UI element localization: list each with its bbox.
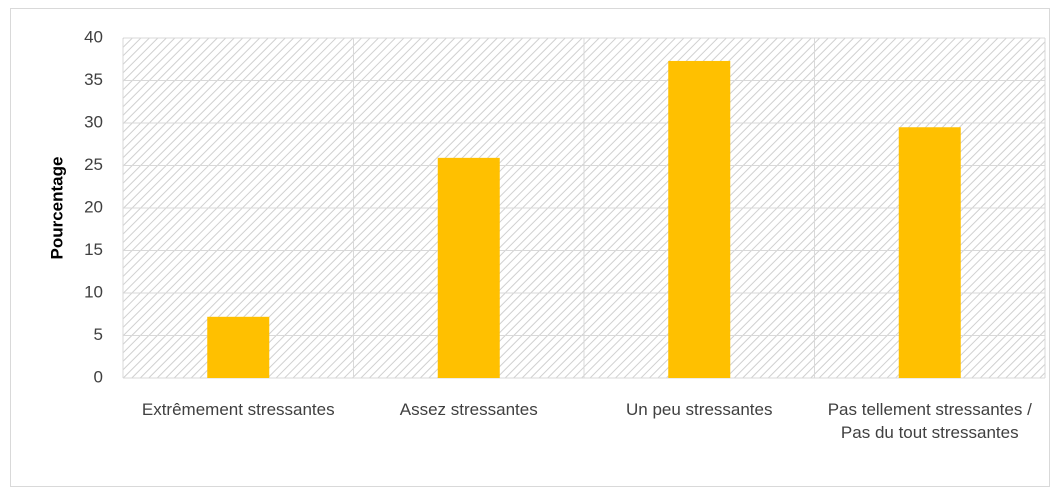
y-tick-label: 35 bbox=[84, 70, 103, 89]
x-tick-label: Un peu stressantes bbox=[626, 400, 773, 419]
y-tick-label: 0 bbox=[94, 367, 103, 386]
y-tick-label: 40 bbox=[84, 27, 103, 46]
y-tick-label: 20 bbox=[84, 197, 103, 216]
y-tick-label: 25 bbox=[84, 155, 103, 174]
bar bbox=[437, 157, 500, 378]
bar bbox=[898, 127, 961, 378]
y-tick-label: 30 bbox=[84, 112, 103, 131]
x-tick-label: Assez stressantes bbox=[399, 400, 538, 419]
x-tick-label: Pas tellement stressantes / Pas du tout … bbox=[827, 400, 1032, 442]
y-tick-label: 10 bbox=[84, 282, 103, 301]
y-tick-label: 15 bbox=[84, 240, 103, 259]
bar bbox=[668, 60, 731, 378]
x-tick-label: Extrêmement stressantes bbox=[141, 400, 335, 419]
y-axis-title: Pourcentage bbox=[47, 157, 66, 260]
bar bbox=[207, 316, 270, 378]
y-tick-label: 5 bbox=[94, 325, 103, 344]
